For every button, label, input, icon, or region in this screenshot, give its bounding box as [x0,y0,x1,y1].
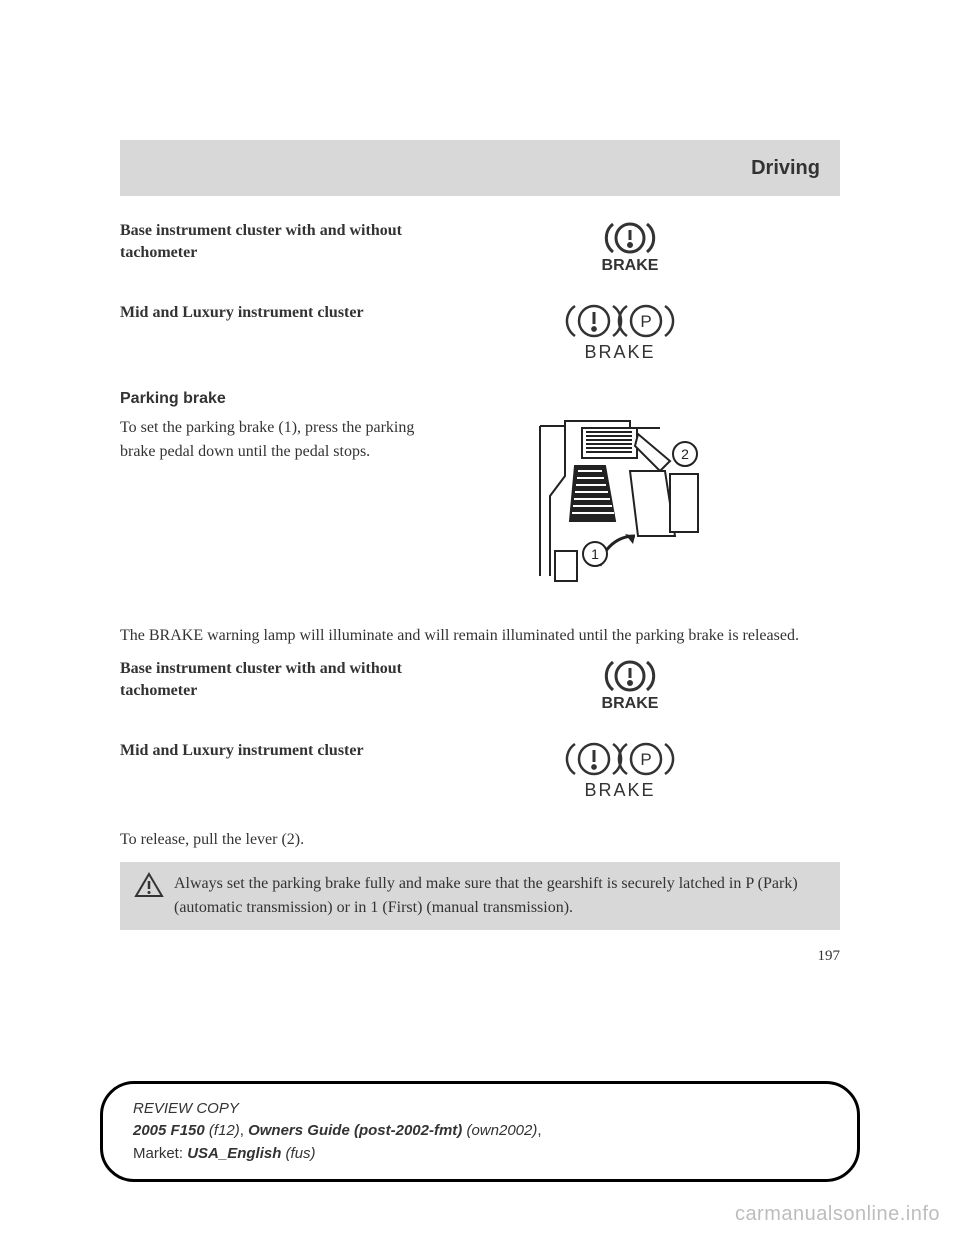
footer-market-label: Market: [133,1145,187,1162]
icon-brake-mid-2: P BRAKE [420,740,840,800]
row-mid-cluster-2: Mid and Luxury instrument cluster P BRAK… [120,740,840,800]
watermark: carmanualsonline.info [735,1203,940,1226]
warning-text: Always set the parking brake fully and m… [174,872,826,920]
label-mid-cluster-1: Mid and Luxury instrument cluster [120,302,420,324]
page-number: 197 [120,948,840,965]
footer-line1: REVIEW COPY [133,1100,239,1117]
svg-text:BRAKE: BRAKE [602,695,659,712]
footer-model: 2005 F150 [133,1122,205,1139]
warning-triangle-icon [134,872,164,898]
svg-text:BRAKE: BRAKE [584,780,655,800]
icon-brake-base-1: BRAKE [420,220,840,274]
label-base-cluster-2: Base instrument cluster with and without… [120,658,420,703]
footer-box: REVIEW COPY 2005 F150 (f12), Owners Guid… [100,1081,860,1183]
release-text: To release, pull the lever (2). [120,828,840,852]
label-mid-cluster-2: Mid and Luxury instrument cluster [120,740,420,762]
svg-text:P: P [640,750,651,769]
parking-brake-body: To set the parking brake (1), press the … [120,416,420,464]
footer-market: USA_English [187,1145,281,1162]
footer-fus: (fus) [286,1145,316,1162]
row-base-cluster-1: Base instrument cluster with and without… [120,220,840,274]
footer-guide: Owners Guide (post-2002-fmt) [248,1122,462,1139]
callout-2: 2 [681,446,689,462]
manual-page: Driving Base instrument cluster with and… [0,0,960,965]
brake-text: BRAKE [602,257,659,274]
footer-own: (own2002) [466,1122,537,1139]
icon-brake-base-2: BRAKE [420,658,840,712]
illuminate-text: The BRAKE warning lamp will illuminate a… [120,624,840,648]
callout-1: 1 [591,546,599,562]
section-header-bar: Driving [120,140,840,196]
footer-sep2: , [537,1122,541,1139]
parking-brake-heading: Parking brake [120,390,840,408]
warning-box: Always set the parking brake fully and m… [120,862,840,930]
section-title: Driving [751,157,820,180]
label-base-cluster-1: Base instrument cluster with and without… [120,220,420,265]
row-mid-cluster-1: Mid and Luxury instrument cluster P BRAK… [120,302,840,362]
icon-brake-mid-1: P BRAKE [420,302,840,362]
svg-text:BRAKE: BRAKE [584,342,655,362]
svg-text:P: P [640,312,651,331]
footer-sep1: , [240,1122,248,1139]
parking-brake-section: Parking brake To set the parking brake (… [120,390,840,596]
footer-f12: (f12) [209,1122,240,1139]
parking-brake-diagram: 1 2 [420,416,840,596]
row-base-cluster-2: Base instrument cluster with and without… [120,658,840,712]
